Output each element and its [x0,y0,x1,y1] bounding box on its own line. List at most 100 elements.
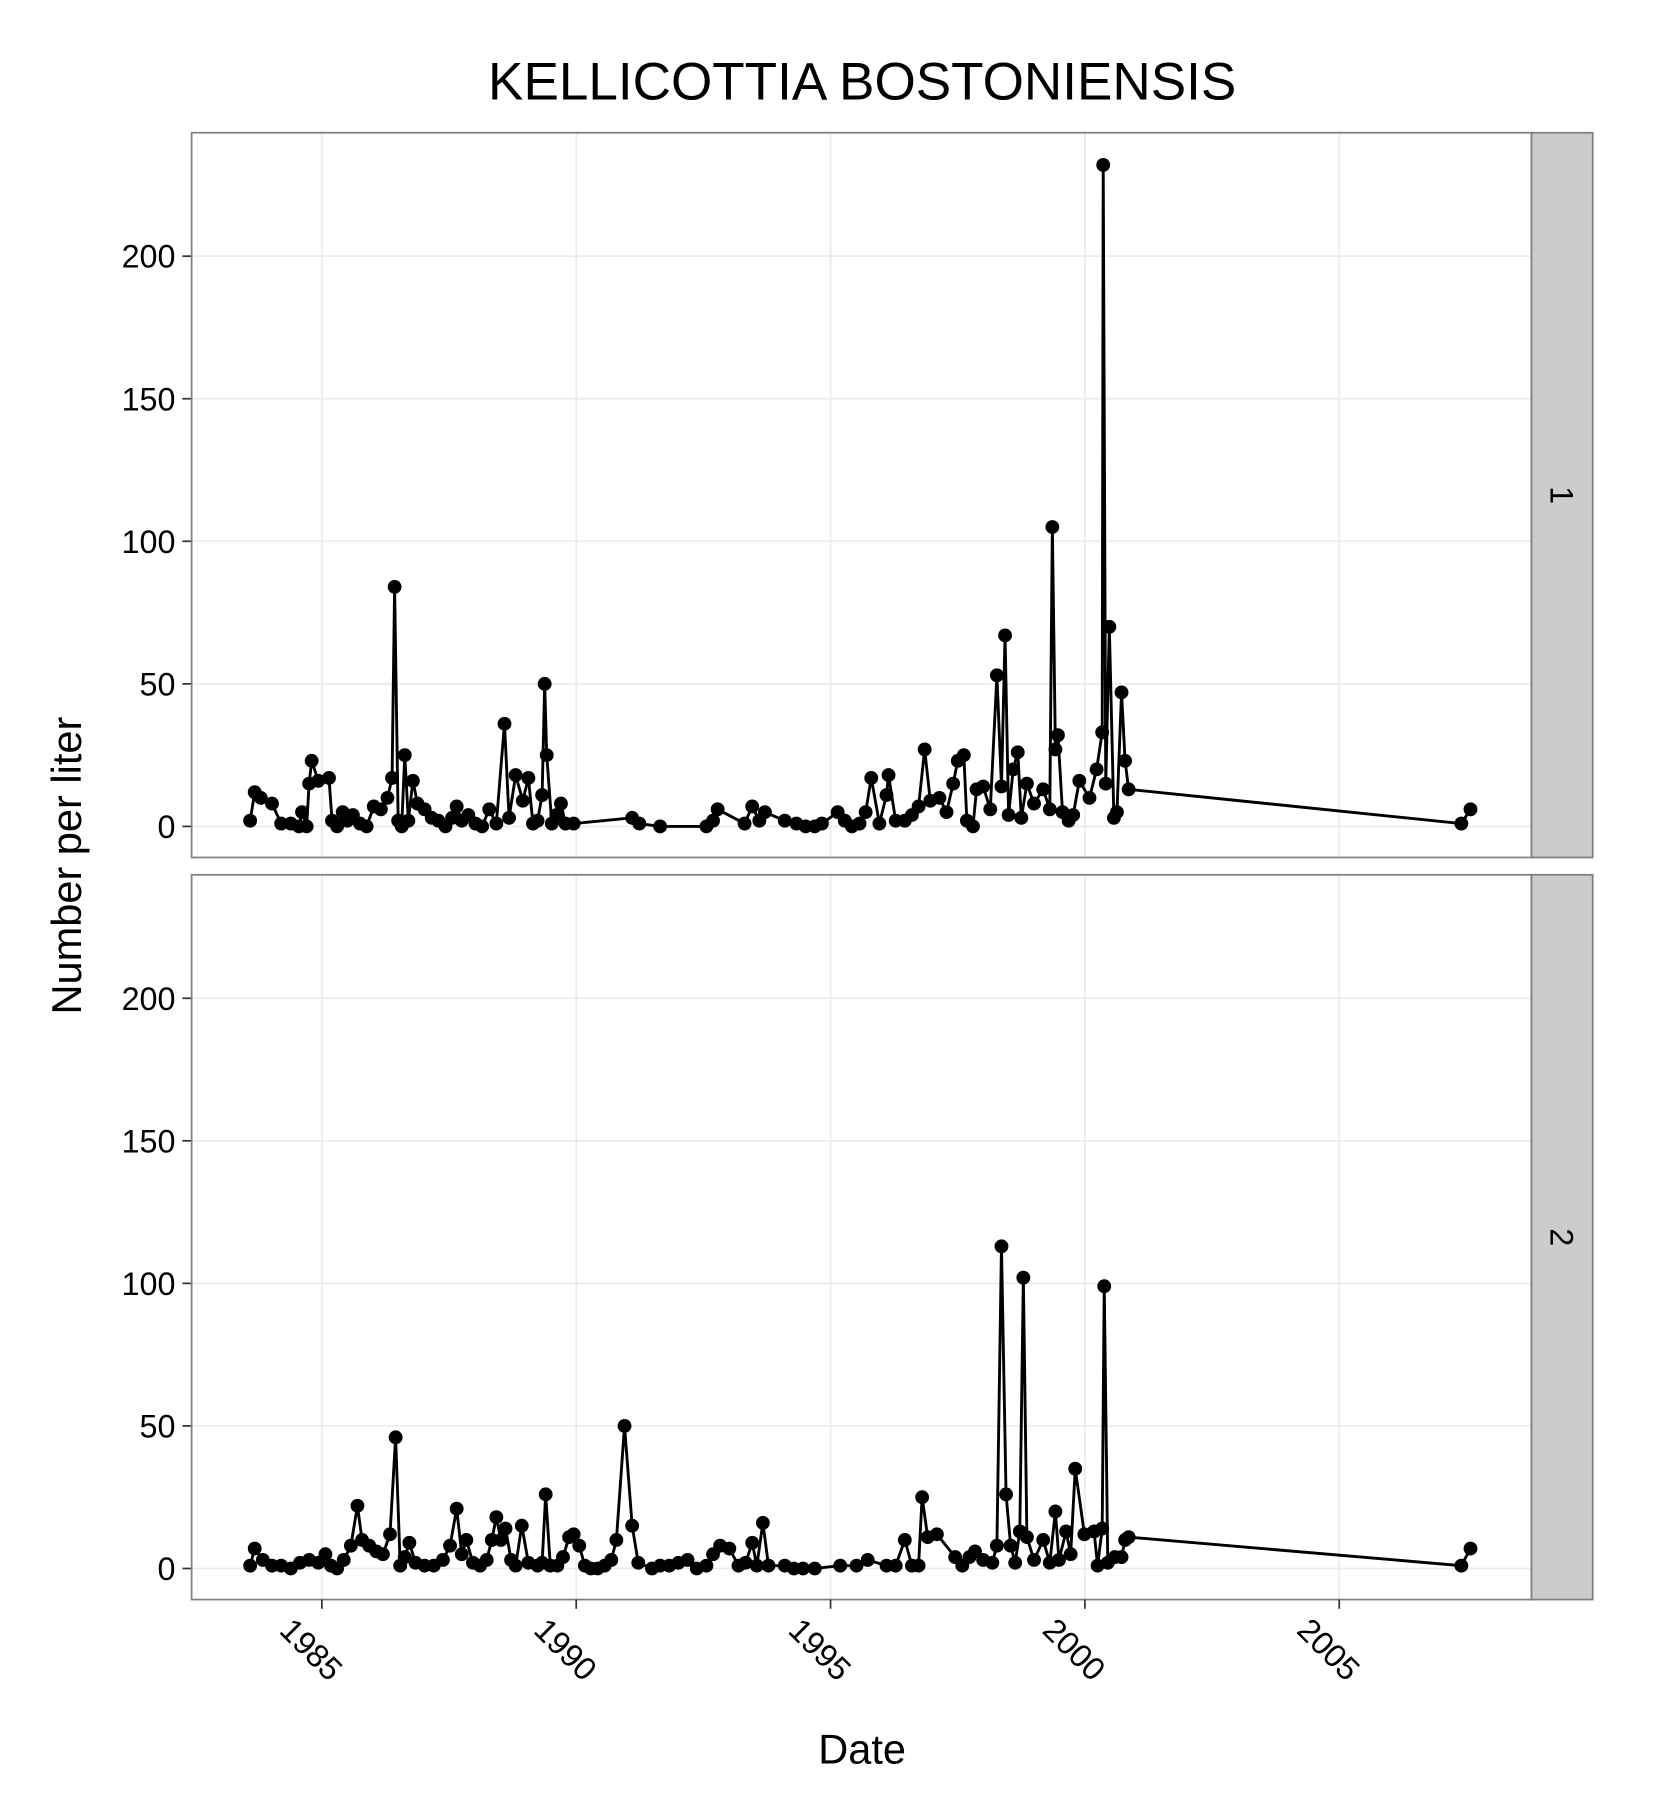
data-point [761,1558,776,1573]
data-point [929,1527,944,1542]
data-point [1052,1553,1066,1567]
data-point [604,1553,619,1567]
data-point [443,1538,457,1553]
data-point [1019,776,1034,791]
data-point [833,1558,848,1573]
data-point [625,1518,640,1533]
data-point [1454,816,1469,831]
data-point [939,805,954,820]
data-point [330,819,345,834]
data-point [617,1419,632,1433]
data-point [1008,1555,1023,1570]
data-point [556,1550,570,1565]
data-point [459,1533,474,1547]
data-point [299,819,314,834]
data-point [897,1533,912,1547]
data-point [1059,1524,1074,1539]
y-tick-label: 0 [158,809,176,845]
y-tick-label: 200 [122,239,176,275]
data-point [1095,725,1110,740]
data-point [336,1553,351,1567]
data-point [373,802,388,817]
data-point [737,816,752,831]
data-point [1027,796,1041,811]
data-point [566,816,581,831]
data-point [243,1558,258,1573]
y-axis-label: Number per liter [43,717,90,1015]
data-point [998,628,1012,643]
data-point [493,1533,508,1547]
y-tick-label: 150 [122,1123,176,1159]
data-point [915,1490,930,1505]
data-point [397,748,412,763]
data-point [1063,1547,1078,1562]
y-tick-label: 0 [158,1551,176,1587]
panel-background [191,132,1532,858]
data-point [436,1553,450,1567]
data-point [872,816,887,831]
data-point [539,748,554,763]
x-tick-label: 1985 [273,1611,349,1687]
data-point [1019,1530,1034,1545]
data-point [304,753,319,768]
data-point [489,1510,504,1525]
data-point [966,819,980,834]
data-point [1121,782,1136,797]
data-point [1097,1279,1112,1294]
facet-label: 2 [1544,1228,1580,1246]
y-tick-label: 50 [140,1408,176,1444]
data-point [632,816,647,831]
data-point [549,808,564,822]
data-point [1454,1558,1469,1573]
data-point [738,1555,753,1570]
data-point [911,799,926,814]
data-point [1118,753,1133,768]
data-point [387,579,402,594]
data-point [482,802,497,817]
data-point [1001,808,1016,822]
panel-background [191,874,1532,1600]
data-point [1114,685,1129,700]
data-point [535,788,550,802]
data-point [609,1533,624,1547]
data-point [380,790,395,805]
data-point [994,779,1009,794]
data-point [911,1558,926,1573]
data-point [508,1558,523,1573]
data-point [1082,790,1097,805]
data-point [454,1547,469,1562]
data-point [243,813,258,828]
x-tick-label: 1995 [782,1611,858,1687]
data-point [631,1555,646,1570]
data-point [497,716,512,731]
data-point [985,1555,1000,1570]
data-point [375,1547,390,1562]
data-point [976,779,991,794]
data-point [383,1527,397,1542]
data-point [1098,776,1113,791]
y-tick-label: 150 [122,381,176,417]
data-point [653,819,668,834]
data-point [758,805,772,820]
data-point [1102,619,1117,634]
data-point [1463,802,1478,817]
data-point [745,1535,760,1550]
data-point [402,1535,417,1550]
data-point [722,1541,737,1556]
data-point [1003,1538,1018,1553]
data-point [253,790,268,805]
data-point [322,771,336,785]
data-point [680,1553,695,1567]
data-point [514,1518,529,1533]
data-point [1027,1553,1041,1567]
data-point [385,771,399,785]
data-point [1006,762,1021,777]
data-point [530,813,545,828]
data-point [1096,158,1111,172]
data-point [1048,742,1063,757]
data-point [888,1558,903,1573]
data-point [537,676,552,691]
data-point [999,1487,1013,1502]
